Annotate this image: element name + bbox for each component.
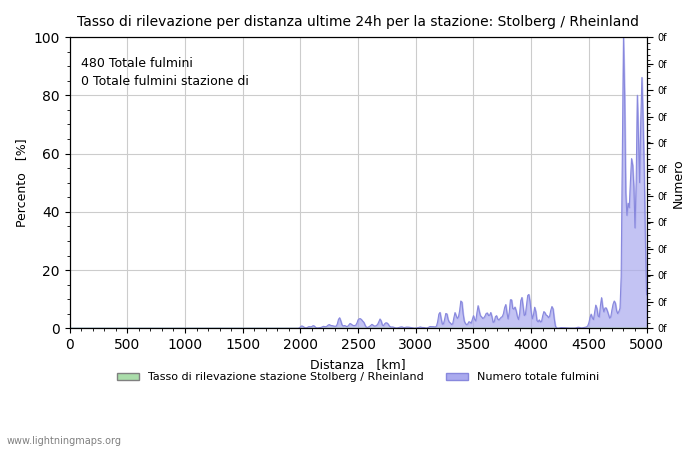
Legend: Tasso di rilevazione stazione Stolberg / Rheinland, Numero totale fulmini: Tasso di rilevazione stazione Stolberg /… — [113, 368, 604, 387]
Y-axis label: Numero: Numero — [672, 158, 685, 207]
Title: Tasso di rilevazione per distanza ultime 24h per la stazione: Stolberg / Rheinla: Tasso di rilevazione per distanza ultime… — [77, 15, 639, 29]
Text: www.lightningmaps.org: www.lightningmaps.org — [7, 436, 122, 446]
Text: 0 Totale fulmini stazione di: 0 Totale fulmini stazione di — [81, 75, 249, 88]
X-axis label: Distanza   [km]: Distanza [km] — [310, 358, 406, 371]
Text: 480 Totale fulmini: 480 Totale fulmini — [81, 58, 193, 71]
Y-axis label: Percento   [%]: Percento [%] — [15, 139, 28, 227]
